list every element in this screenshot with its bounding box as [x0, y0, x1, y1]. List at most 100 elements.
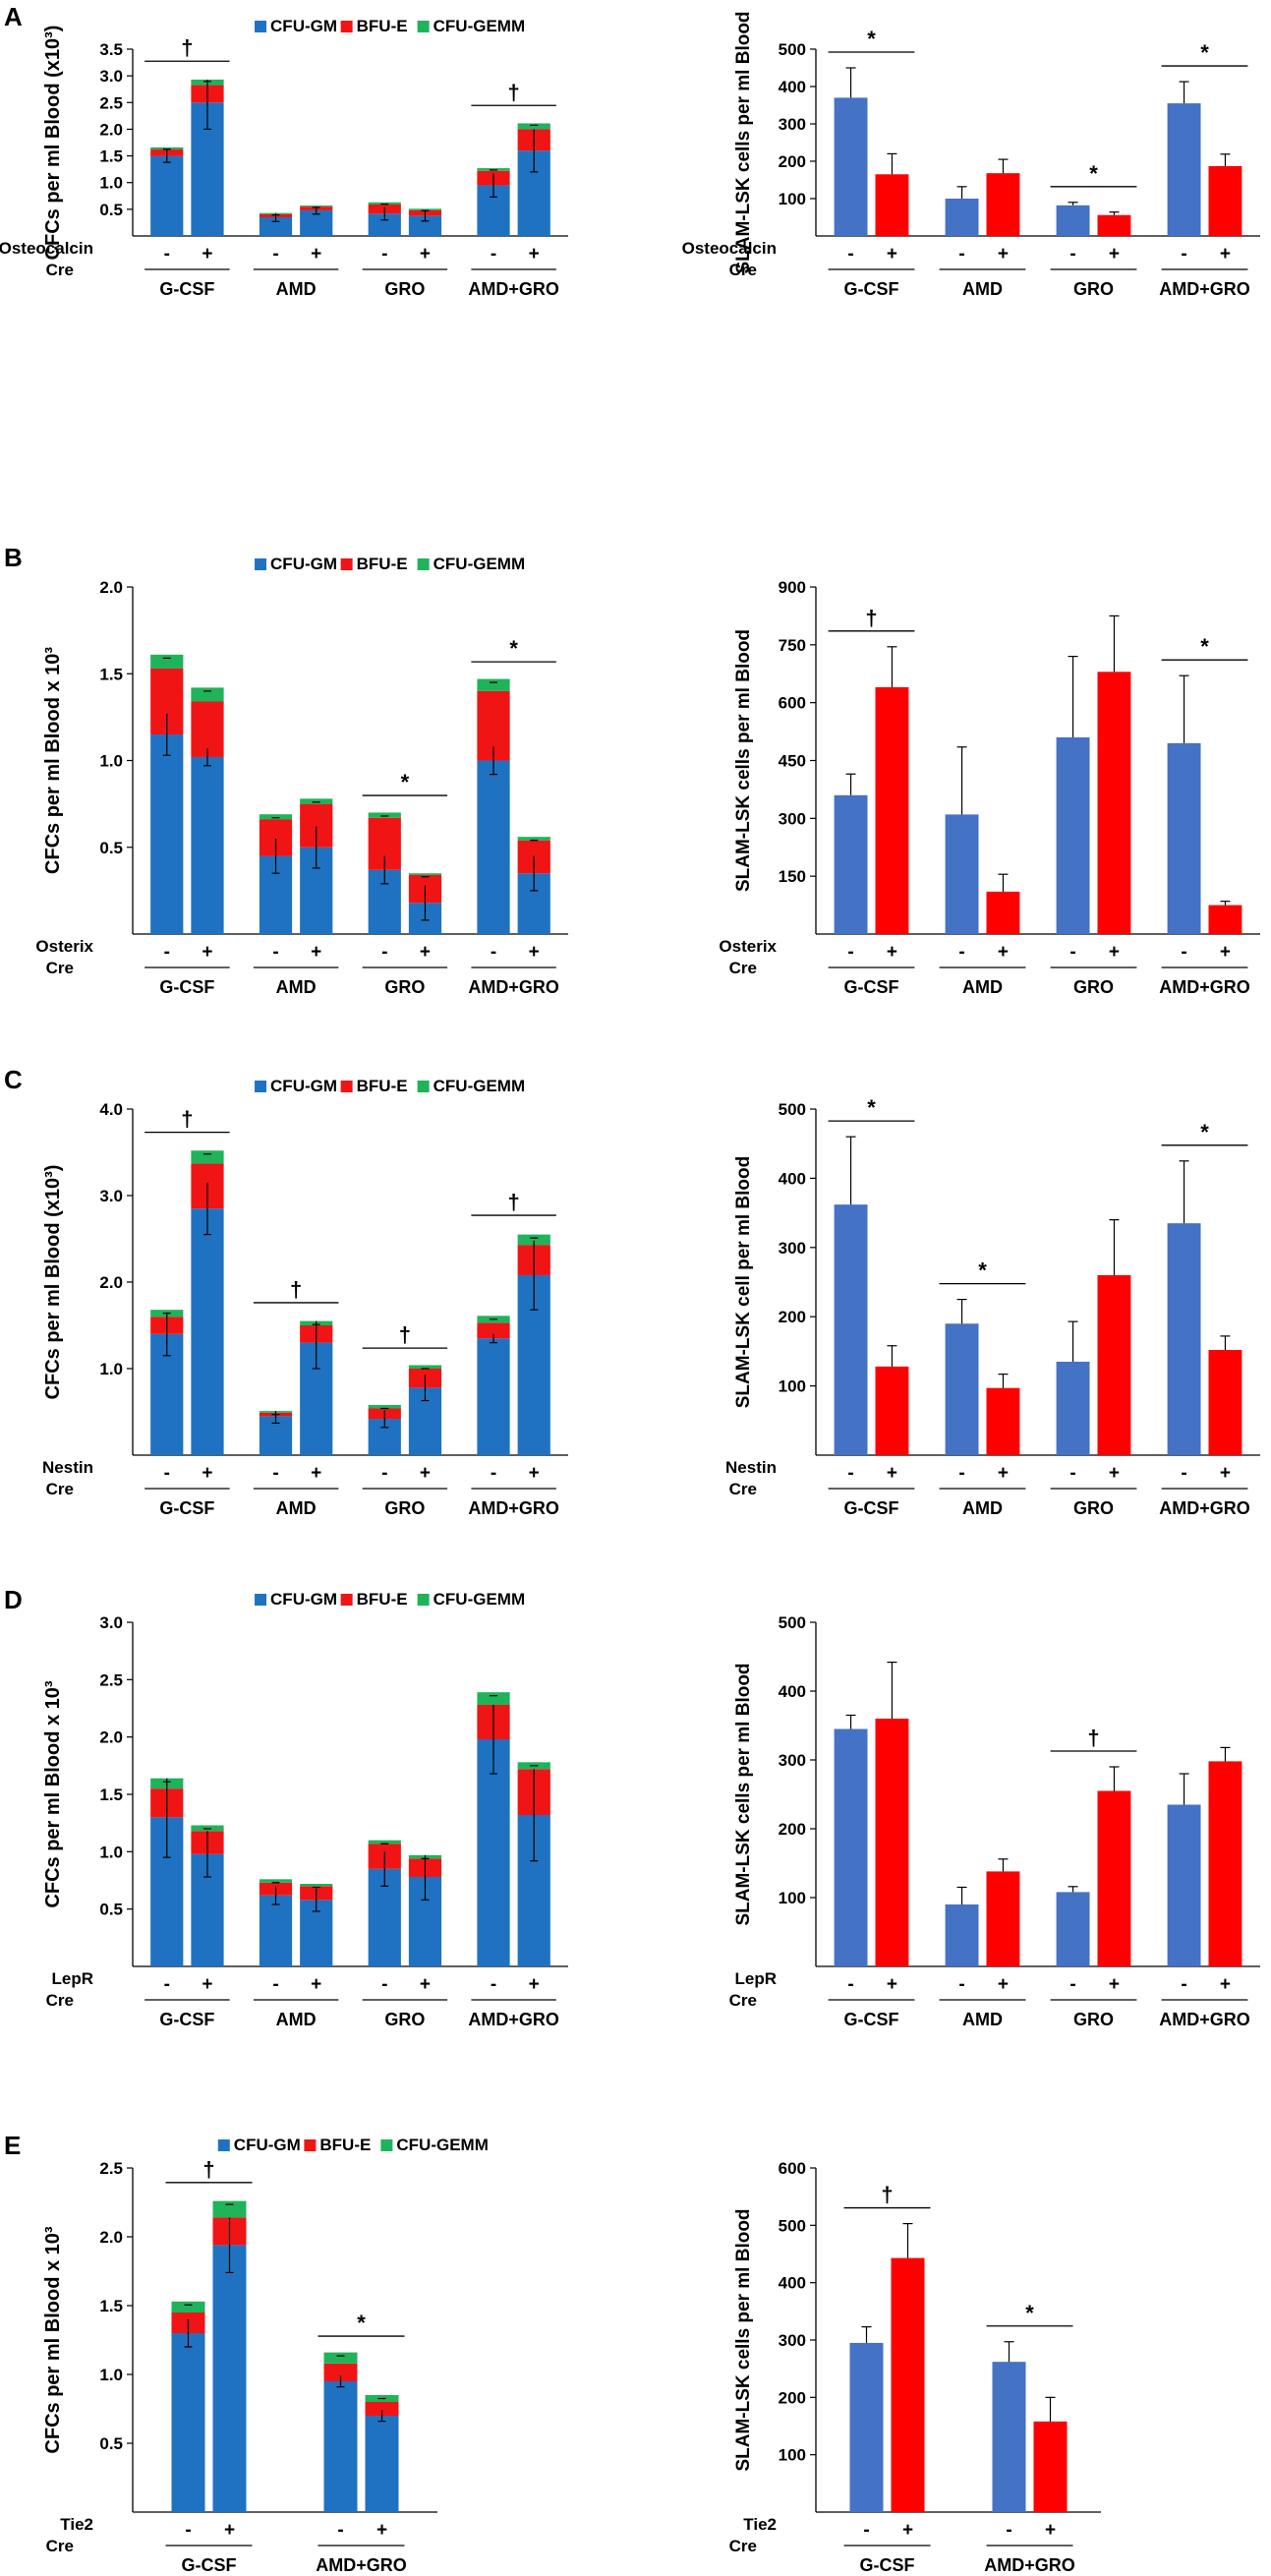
genotype-minus: - [1069, 1974, 1075, 1995]
significance-mark: † [508, 1190, 520, 1214]
legend-swatch-cfu-gm [255, 558, 267, 570]
bar-plus [875, 1719, 909, 1966]
bar-segment-cfu-gemm [368, 202, 401, 205]
slam-lsk-chart-e: 100 200 300 400 500 600 SLAM-LSK cells per ml … [729, 2159, 1101, 2575]
genotype-plus: + [420, 942, 431, 963]
cre-label: Cre [46, 2537, 74, 2555]
group-label: G-CSF [182, 2555, 237, 2575]
genotype-minus: - [272, 1974, 278, 1995]
panel-label: C [4, 1065, 23, 1094]
y-tick-label: 3.0 [99, 1187, 123, 1205]
legend-swatch-cfu-gemm [417, 21, 430, 32]
genotype-plus: + [202, 1974, 212, 1995]
significance-mark: † [399, 1322, 411, 1347]
cfc-chart-c: 1.0 2.0 3.0 4.0 CFCs per ml Blood (x10³) † † † †… [42, 1077, 568, 1518]
group-label: AMD [962, 2010, 1003, 2029]
significance-mark: † [290, 1277, 302, 1302]
gene-label: Osterix [719, 937, 777, 956]
panel-label: D [4, 1585, 23, 1614]
significance-mark: * [1025, 2301, 1034, 2325]
panel-label: A [4, 2, 23, 31]
genotype-minus: - [1181, 1463, 1186, 1484]
y-axis-label: CFCs per ml Blood x 10³ [42, 1680, 64, 1907]
legend-swatch-bfu-e [340, 558, 353, 570]
genotype-minus: - [491, 244, 496, 264]
bar-minus [1056, 1892, 1090, 1966]
legend-swatch-bfu-e [340, 21, 353, 32]
y-axis-label: CFCs per ml Blood x 10³ [42, 647, 64, 874]
genotype-plus: + [529, 244, 540, 264]
bar-segment-cfu-gemm [477, 678, 510, 691]
bar-segment-cfu-gm [365, 2416, 399, 2512]
group-label: GRO [1073, 1498, 1114, 1518]
bar-segment-cfu-gm [408, 215, 442, 236]
gene-label: Nestin [725, 1458, 777, 1477]
genotype-plus: + [902, 2520, 913, 2541]
y-tick-label: 500 [779, 2216, 806, 2235]
bar-segment-cfu-gm [191, 756, 224, 934]
cre-label: Cre [46, 261, 74, 279]
legend-label: CFU-GM [270, 1590, 337, 1609]
group-label: AMD+GRO [1159, 977, 1250, 997]
bar-plus [875, 1366, 909, 1455]
gene-label: Osterix [35, 937, 93, 956]
genotype-minus: - [337, 2520, 343, 2541]
bar-minus [834, 97, 868, 237]
gene-label: Tie2 [60, 2515, 93, 2534]
significance-mark: * [1089, 161, 1098, 186]
legend-label: BFU-E [357, 17, 408, 35]
genotype-plus: + [998, 942, 1009, 963]
bar-segment-cfu-gm [212, 2245, 247, 2512]
y-tick-label: 0.5 [99, 201, 123, 219]
cre-label: Cre [46, 959, 74, 977]
genotype-minus: - [381, 244, 387, 264]
y-tick-label: 0.5 [99, 2434, 123, 2453]
genotype-plus: + [1220, 1974, 1231, 1995]
legend-label: CFU-GM [270, 17, 337, 35]
y-tick-label: 300 [779, 2331, 806, 2350]
genotype-plus: + [311, 942, 321, 963]
group-label: AMD+GRO [1159, 279, 1250, 299]
genotype-minus: - [491, 1463, 496, 1484]
y-axis-label: SLAM-LSK cells per ml Blood [733, 11, 754, 273]
bar-segment-cfu-gemm [191, 687, 224, 702]
genotype-plus: + [311, 1463, 321, 1484]
y-tick-label: 500 [779, 1100, 806, 1119]
genotype-minus: - [164, 1974, 170, 1995]
bar-minus [945, 814, 979, 934]
bar-segment-cfu-gemm [408, 208, 442, 210]
bar-minus [1167, 742, 1201, 934]
genotype-minus: - [847, 1974, 853, 1995]
genotype-plus: + [1109, 1463, 1120, 1484]
group-label: G-CSF [159, 977, 214, 997]
group-label: G-CSF [159, 279, 214, 299]
y-tick-label: 200 [779, 152, 806, 171]
bar-segment-cfu-gemm [368, 812, 401, 818]
slam-lsk-chart-b: 150 300 450 600 750 900 SLAM-LSK cells per ml … [719, 578, 1260, 997]
bar-plus [1097, 214, 1131, 236]
legend-swatch-cfu-gemm [417, 1594, 430, 1606]
group-label: G-CSF [844, 279, 899, 299]
y-tick-label: 300 [779, 115, 806, 134]
bar-segment-cfu-gemm [259, 814, 293, 820]
significance-mark: † [881, 2183, 893, 2207]
group-label: AMD [276, 279, 317, 299]
cre-label: Cre [46, 1480, 74, 1498]
y-tick-label: 200 [779, 2388, 806, 2407]
genotype-plus: + [529, 1974, 540, 1995]
y-tick-label: 300 [779, 809, 806, 828]
bar-minus [1056, 736, 1090, 934]
legend-label: CFU-GM [270, 1077, 337, 1095]
cfc-chart-e: 0.5 1.0 1.5 2.0 2.5 CFCs per ml Blood x 10³ † *… [42, 2136, 489, 2575]
genotype-plus: + [224, 2520, 235, 2541]
bar-minus [1056, 1361, 1090, 1455]
y-axis-label: SLAM-LSK cells per ml Blood [733, 2208, 754, 2471]
legend-label: BFU-E [357, 555, 408, 573]
bar-plus [1097, 1790, 1131, 1966]
genotype-plus: + [1045, 2520, 1056, 2541]
genotype-minus: - [847, 1463, 853, 1484]
legend-label: CFU-GEMM [433, 1077, 525, 1095]
bar-minus [1056, 205, 1090, 236]
bar-plus [875, 686, 909, 934]
legend-label: BFU-E [357, 1077, 408, 1095]
